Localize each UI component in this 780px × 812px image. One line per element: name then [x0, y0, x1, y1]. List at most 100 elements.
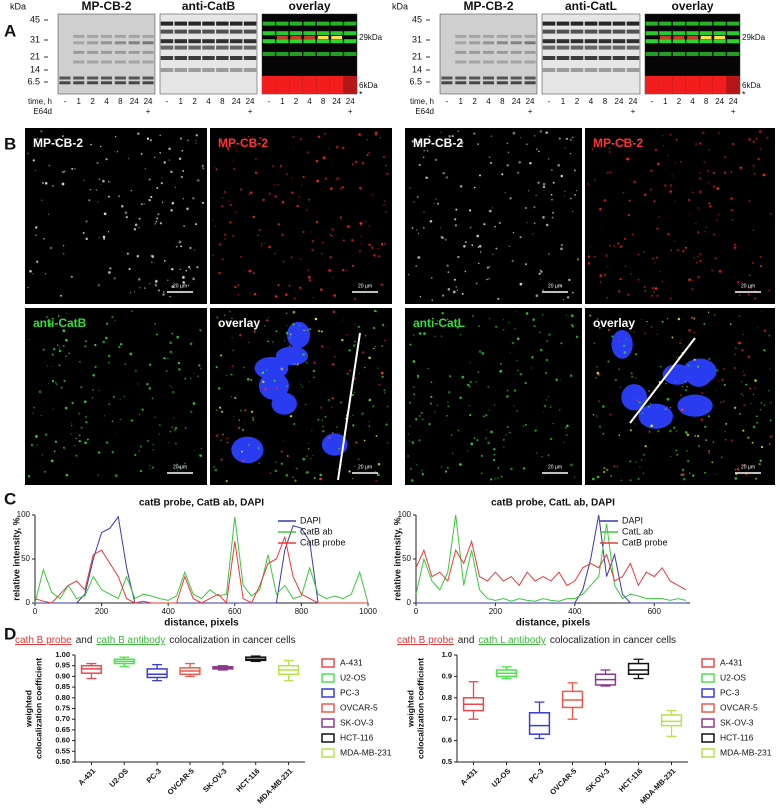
- gel-band: [469, 76, 481, 80]
- speckle: [40, 414, 42, 417]
- speckle: [91, 397, 94, 399]
- speckle: [373, 347, 375, 350]
- speckle: [763, 329, 766, 332]
- speckle: [281, 200, 285, 204]
- speckle: [50, 459, 54, 463]
- speckle: [187, 284, 190, 287]
- x-tick-label: 1000: [359, 607, 377, 616]
- speckle: [407, 273, 410, 276]
- speckle: [469, 414, 472, 417]
- speckle: [232, 415, 235, 418]
- band-label: 6kDa: [359, 81, 378, 90]
- speckle: [742, 333, 744, 336]
- speckle: [274, 295, 278, 298]
- speckle: [336, 426, 338, 428]
- speckle: [274, 461, 277, 464]
- speckle: [547, 396, 549, 398]
- speckle: [723, 400, 725, 402]
- speckle: [180, 245, 183, 248]
- speckle: [724, 430, 726, 433]
- speckle: [648, 390, 650, 392]
- profile-line: [629, 337, 696, 424]
- speckle: [109, 267, 112, 270]
- speckle: [687, 460, 690, 463]
- speckle: [565, 433, 568, 436]
- marker-label: 14: [412, 64, 422, 74]
- speckle: [614, 378, 618, 382]
- speckle: [54, 440, 57, 443]
- speckle: [735, 347, 737, 349]
- speckle: [358, 372, 361, 374]
- speckle: [158, 433, 161, 435]
- nucleus: [611, 330, 633, 359]
- speckle: [551, 198, 553, 201]
- speckle: [488, 266, 491, 268]
- speckle: [545, 131, 549, 135]
- speckle: [361, 351, 365, 354]
- lane-e64d: +: [631, 107, 636, 116]
- speckle: [62, 171, 64, 174]
- speckle: [250, 378, 253, 381]
- speckle: [514, 328, 516, 330]
- gel-band: [570, 39, 584, 44]
- speckle: [448, 375, 452, 378]
- gel-band: [482, 76, 495, 80]
- x-tick-label: U2-OS: [490, 766, 513, 789]
- speckle: [456, 289, 458, 291]
- speckle: [454, 218, 457, 221]
- speckle: [429, 402, 432, 405]
- speckle: [146, 382, 149, 386]
- speckle: [107, 195, 110, 198]
- speckle: [285, 474, 289, 477]
- gel-band: [276, 36, 288, 39]
- speckle: [532, 318, 535, 321]
- speckle: [200, 447, 202, 449]
- speckle: [149, 464, 151, 467]
- x-tick-label: PC-3: [527, 766, 545, 784]
- speckle: [617, 242, 620, 245]
- speckle: [723, 171, 727, 174]
- speckle: [453, 278, 456, 281]
- speckle: [310, 457, 312, 460]
- speckle: [100, 145, 102, 148]
- speckle: [730, 439, 734, 442]
- speckle: [293, 147, 295, 149]
- speckle: [194, 249, 196, 251]
- speckle: [498, 221, 501, 225]
- speckle: [631, 375, 634, 378]
- speckle: [533, 205, 536, 209]
- legend-swatch: [701, 733, 715, 743]
- speckle: [754, 387, 756, 389]
- speckle: [331, 397, 333, 400]
- speckle: [522, 467, 526, 470]
- speckle: [292, 476, 294, 479]
- legend-label: A-431: [720, 657, 743, 667]
- lane-time: 24: [615, 97, 624, 106]
- speckle: [352, 424, 355, 427]
- y-tick-label: 0.55: [55, 746, 70, 755]
- speckle: [609, 244, 611, 247]
- scale-label: 20 µm: [358, 464, 372, 470]
- speckle: [511, 341, 515, 345]
- speckle: [738, 294, 741, 297]
- legend-label: U2-OS: [720, 672, 746, 682]
- speckle: [177, 361, 181, 365]
- gel-band: [188, 21, 201, 26]
- speckle: [704, 471, 706, 474]
- legend-swatch: [701, 718, 715, 728]
- gel-band: [510, 60, 522, 64]
- gel-band: [87, 81, 99, 85]
- speckle: [551, 216, 554, 219]
- chart-title: cath B probe and cath B antibody colocaliza…: [15, 635, 296, 646]
- speckle: [97, 284, 101, 287]
- gel-band: [100, 41, 113, 45]
- y-axis-label: colocalization coefficient: [33, 658, 43, 759]
- speckle: [215, 409, 218, 412]
- speckle: [58, 364, 61, 367]
- speckle: [599, 281, 602, 283]
- legend-label: A-431: [340, 657, 363, 667]
- speckle: [128, 267, 131, 271]
- speckle: [548, 333, 551, 336]
- speckle: [171, 201, 175, 205]
- gel-band: [344, 52, 357, 56]
